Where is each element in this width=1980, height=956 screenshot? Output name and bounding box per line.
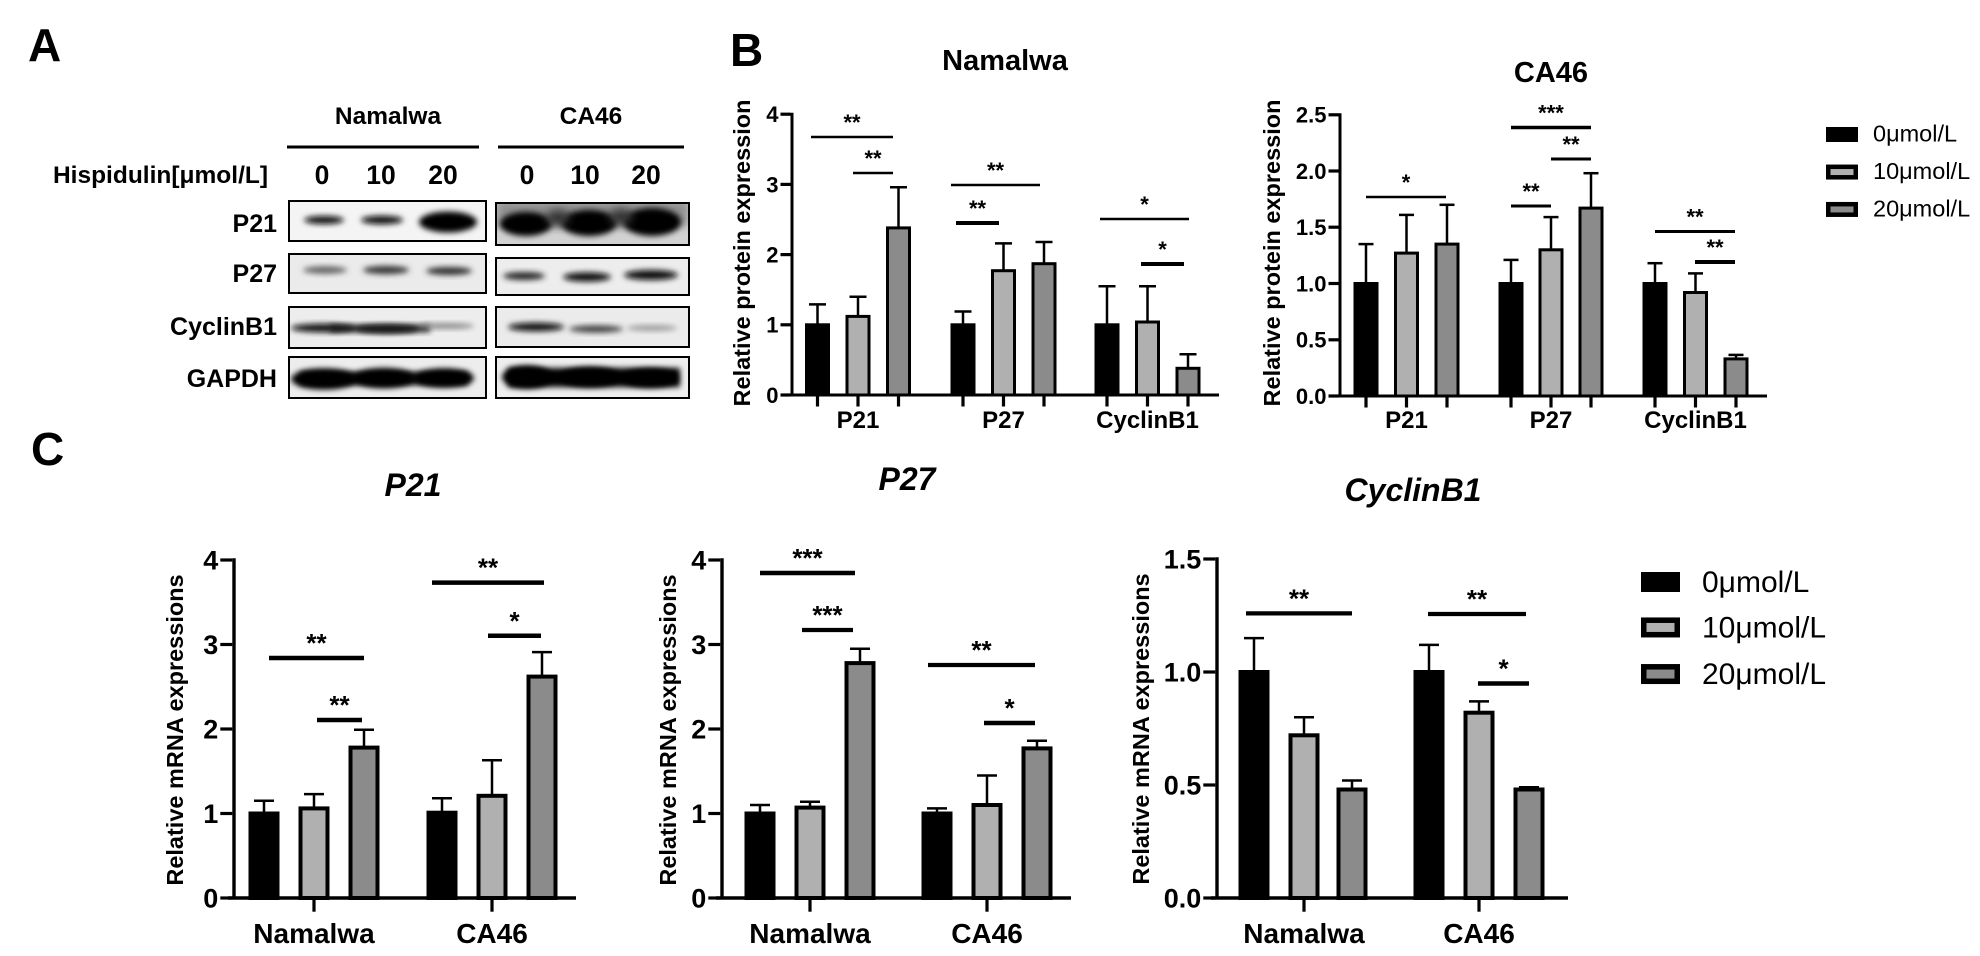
svg-text:Namalwa: Namalwa	[335, 103, 442, 130]
svg-text:1.0: 1.0	[1164, 658, 1202, 688]
svg-text:P27: P27	[879, 461, 938, 497]
svg-text:4: 4	[766, 102, 779, 127]
svg-text:Relative protein expression: Relative protein expression	[1259, 100, 1285, 407]
svg-text:**: **	[329, 690, 350, 720]
svg-text:**: **	[1289, 583, 1310, 613]
svg-text:**: **	[969, 196, 987, 221]
svg-text:CyclinB1: CyclinB1	[1345, 472, 1482, 508]
svg-text:20: 20	[428, 160, 457, 190]
svg-text:CyclinB1: CyclinB1	[170, 313, 277, 341]
svg-text:***: ***	[812, 600, 843, 630]
svg-text:1: 1	[691, 799, 706, 829]
svg-text:P21: P21	[385, 467, 442, 503]
svg-text:0.5: 0.5	[1296, 328, 1327, 353]
svg-text:CA46: CA46	[951, 918, 1023, 949]
svg-text:C: C	[31, 423, 64, 475]
svg-text:10μmol/L: 10μmol/L	[1702, 612, 1826, 645]
svg-text:3: 3	[203, 630, 218, 660]
svg-text:0μmol/L: 0μmol/L	[1873, 121, 1957, 147]
svg-text:*: *	[1140, 192, 1149, 217]
svg-text:4: 4	[691, 546, 706, 576]
svg-text:10: 10	[570, 160, 599, 190]
svg-text:20μmol/L: 20μmol/L	[1873, 196, 1970, 222]
svg-text:***: ***	[1538, 101, 1564, 126]
svg-text:CA46: CA46	[560, 103, 623, 130]
svg-text:CyclinB1: CyclinB1	[1096, 407, 1199, 434]
svg-text:10: 10	[366, 160, 395, 190]
svg-text:0: 0	[203, 884, 218, 914]
svg-text:0μmol/L: 0μmol/L	[1702, 566, 1809, 599]
svg-text:**: **	[843, 110, 861, 135]
svg-text:2.5: 2.5	[1296, 103, 1327, 128]
svg-text:2.0: 2.0	[1296, 159, 1327, 184]
svg-text:0: 0	[520, 160, 535, 190]
svg-text:**: **	[987, 158, 1005, 183]
svg-text:2: 2	[766, 243, 778, 268]
svg-text:B: B	[730, 24, 763, 76]
svg-text:**: **	[1706, 235, 1724, 260]
svg-text:0.0: 0.0	[1296, 384, 1327, 409]
svg-text:**: **	[1522, 179, 1540, 204]
svg-text:10μmol/L: 10μmol/L	[1873, 158, 1970, 184]
svg-text:20: 20	[631, 160, 660, 190]
svg-text:*: *	[509, 606, 520, 636]
svg-text:Namalwa: Namalwa	[253, 918, 375, 949]
svg-text:**: **	[864, 146, 882, 171]
svg-text:1.5: 1.5	[1296, 215, 1327, 240]
svg-text:Namalwa: Namalwa	[749, 918, 871, 949]
svg-text:*: *	[1402, 170, 1411, 195]
svg-text:0: 0	[766, 383, 778, 408]
svg-text:P27: P27	[1530, 407, 1573, 434]
svg-text:1: 1	[203, 799, 218, 829]
svg-text:Relative protein expression: Relative protein expression	[729, 100, 755, 407]
svg-text:3: 3	[691, 630, 706, 660]
svg-text:Namalwa: Namalwa	[942, 45, 1069, 77]
svg-text:Relative mRNA expressions: Relative mRNA expressions	[1128, 573, 1154, 884]
svg-text:**: **	[1562, 132, 1580, 157]
svg-text:0: 0	[691, 884, 706, 914]
svg-text:GAPDH: GAPDH	[187, 365, 277, 393]
svg-text:**: **	[1467, 584, 1488, 614]
svg-text:Namalwa: Namalwa	[1243, 918, 1365, 949]
svg-text:3: 3	[766, 172, 778, 197]
svg-text:*: *	[1498, 654, 1509, 684]
svg-text:2: 2	[203, 715, 218, 745]
svg-text:CA46: CA46	[1514, 57, 1588, 89]
svg-text:20μmol/L: 20μmol/L	[1702, 658, 1826, 691]
svg-text:0: 0	[315, 160, 330, 190]
svg-text:*: *	[1158, 237, 1167, 262]
svg-text:**: **	[478, 553, 499, 583]
svg-text:P21: P21	[1385, 407, 1428, 434]
svg-text:4: 4	[203, 546, 218, 576]
svg-text:P27: P27	[982, 407, 1025, 434]
svg-text:2: 2	[691, 715, 706, 745]
svg-text:A: A	[28, 19, 61, 71]
svg-text:P21: P21	[837, 407, 880, 434]
svg-text:P21: P21	[233, 210, 278, 238]
svg-text:P27: P27	[233, 260, 277, 288]
svg-text:**: **	[1686, 205, 1704, 230]
svg-text:1.5: 1.5	[1164, 545, 1202, 575]
svg-text:CA46: CA46	[456, 918, 528, 949]
svg-text:CyclinB1: CyclinB1	[1644, 407, 1747, 434]
svg-text:0.5: 0.5	[1164, 771, 1202, 801]
svg-text:**: **	[971, 635, 992, 665]
svg-text:**: **	[306, 628, 327, 658]
svg-text:Relative mRNA expressions: Relative mRNA expressions	[162, 574, 188, 885]
svg-text:Hispidulin[μmol/L]: Hispidulin[μmol/L]	[53, 162, 268, 189]
svg-text:***: ***	[792, 543, 823, 573]
svg-text:CA46: CA46	[1443, 918, 1515, 949]
svg-text:*: *	[1004, 693, 1015, 723]
svg-text:1: 1	[766, 313, 778, 338]
svg-text:Relative mRNA expressions: Relative mRNA expressions	[655, 574, 681, 885]
svg-text:0.0: 0.0	[1164, 884, 1202, 914]
svg-text:1.0: 1.0	[1296, 271, 1327, 296]
